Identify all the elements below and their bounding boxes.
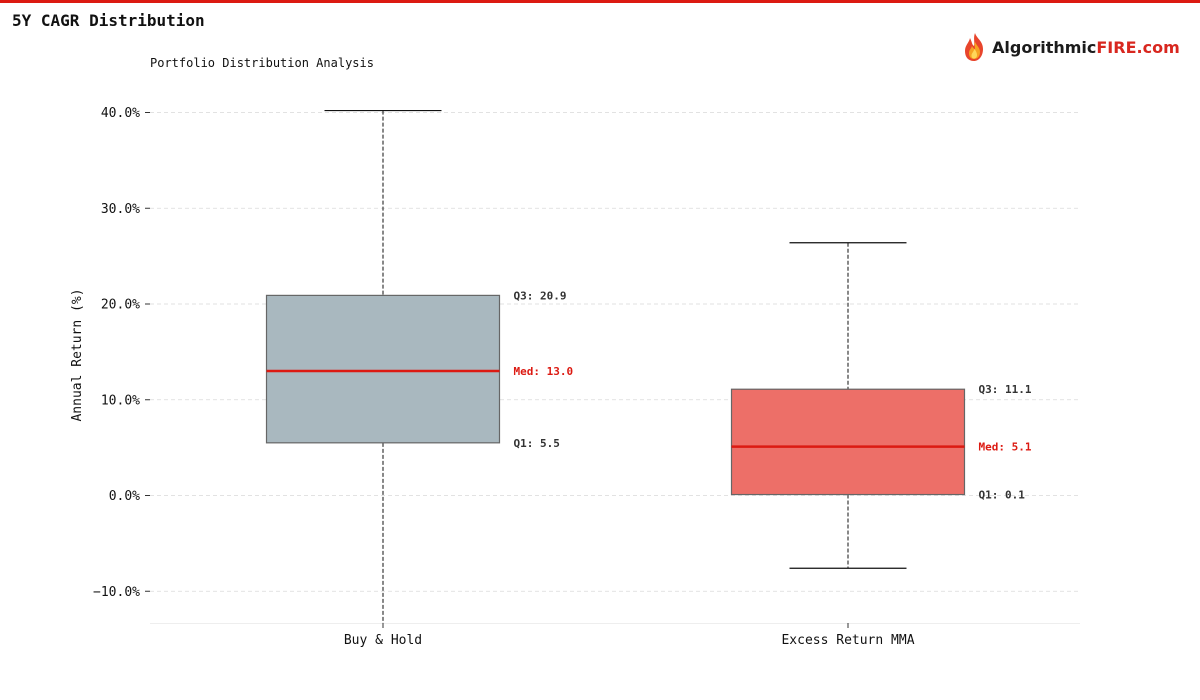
x-axis: Buy & Hold Excess Return MMA (344, 623, 915, 648)
page-title: 5Y CAGR Distribution (12, 11, 205, 30)
y-axis: −10.0% 0.0% 10.0% 20.0% 30.0% 40.0% (93, 106, 150, 600)
x-tick-label: Buy & Hold (344, 633, 422, 648)
median-label: Med: 5.1 (979, 441, 1032, 454)
y-tick-label: 40.0% (101, 106, 140, 121)
y-tick-label: 0.0% (109, 489, 140, 504)
q1-label: Q1: 5.5 (514, 437, 560, 450)
iqr-box (730, 388, 966, 496)
iqr-box (265, 294, 501, 444)
y-tick-label: 10.0% (101, 393, 140, 408)
y-axis-label: Annual Return (%) (70, 288, 85, 421)
q3-label: Q3: 20.9 (514, 289, 567, 302)
box-buy-and-hold: Q3: 20.9 Med: 13.0 Q1: 5.5 (265, 109, 574, 624)
median-label: Med: 13.0 (514, 365, 574, 378)
fire-logo-icon (965, 33, 983, 61)
x-tick-label: Excess Return MMA (781, 633, 914, 648)
top-accent-bar (0, 0, 1200, 3)
q3-label: Q3: 11.1 (979, 383, 1032, 396)
y-tick-label: 20.0% (101, 298, 140, 313)
y-tick-label: −10.0% (93, 585, 140, 600)
chart-title: Portfolio Distribution Analysis (150, 56, 374, 70)
box-excess-return-mma: Q3: 11.1 Med: 5.1 Q1: 0.1 (730, 242, 1032, 569)
brand-logo[interactable]: AlgorithmicFIRE.com (962, 32, 1180, 62)
box-series: Q3: 20.9 Med: 13.0 Q1: 5.5 Q3: 11.1 Med: 5.1… (265, 109, 1032, 624)
brand-name-dark: Algorithmic (992, 37, 1097, 57)
y-tick-label: 30.0% (101, 202, 140, 217)
brand-name-red: FIRE.com (1096, 37, 1180, 57)
q1-label: Q1: 0.1 (979, 489, 1026, 502)
